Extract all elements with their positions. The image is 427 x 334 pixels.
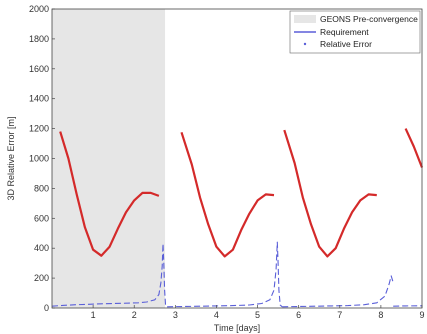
y-tick-label: 1200: [29, 124, 49, 134]
requirement-line-segment-2: [180, 131, 275, 258]
x-tick-label: 7: [337, 310, 342, 320]
y-tick-label: 2000: [29, 4, 49, 14]
legend-swatch-pre-convergence: [294, 15, 316, 23]
x-tick-label: 9: [419, 310, 424, 320]
relative-error-line-segment-3: [282, 275, 394, 308]
y-tick-label: 600: [34, 213, 49, 223]
legend-swatch-relative-error: [303, 42, 307, 46]
y-tick-label: 200: [34, 273, 49, 283]
x-tick-label: 3: [173, 310, 178, 320]
y-tick-label: 1000: [29, 154, 49, 164]
x-tick-label: 8: [378, 310, 383, 320]
ticks-layer: 0 200 400 600 800 1000 1200 1400 1600 1800 2000 1 2 3…: [29, 4, 425, 320]
requirement-line-segment-3: [283, 129, 377, 258]
legend-label-pre-convergence: GEONS Pre-convergence: [320, 14, 418, 24]
relative-error-line-segment-1: [51, 243, 168, 308]
legend-label-requirement: Requirement: [320, 27, 369, 37]
y-tick-label: 1600: [29, 64, 49, 74]
legend: GEONS Pre-convergence Requirement Relati…: [289, 10, 421, 54]
legend-label-relative-error: Relative Error: [320, 39, 372, 49]
requirement-line-segment-1: [59, 131, 160, 257]
relative-error-line-segment-2: [167, 241, 283, 308]
x-axis-label: Time [days]: [214, 323, 260, 333]
y-tick-label: 1800: [29, 34, 49, 44]
x-tick-label: 2: [132, 310, 137, 320]
y-axis-label: 3D Relative Error [m]: [6, 116, 16, 200]
x-tick-label: 5: [255, 310, 260, 320]
series-layer: [51, 128, 424, 308]
pre-convergence-shaded-region: [52, 9, 166, 308]
x-tick-label: 6: [296, 310, 301, 320]
y-tick-label: 400: [34, 243, 49, 253]
y-tick-label: 800: [34, 183, 49, 193]
x-tick-label: 1: [91, 310, 96, 320]
y-tick-label: 1400: [29, 94, 49, 104]
y-tick-label: 0: [44, 303, 49, 313]
x-tick-label: 4: [214, 310, 219, 320]
requirement-line-segment-4: [404, 128, 424, 168]
